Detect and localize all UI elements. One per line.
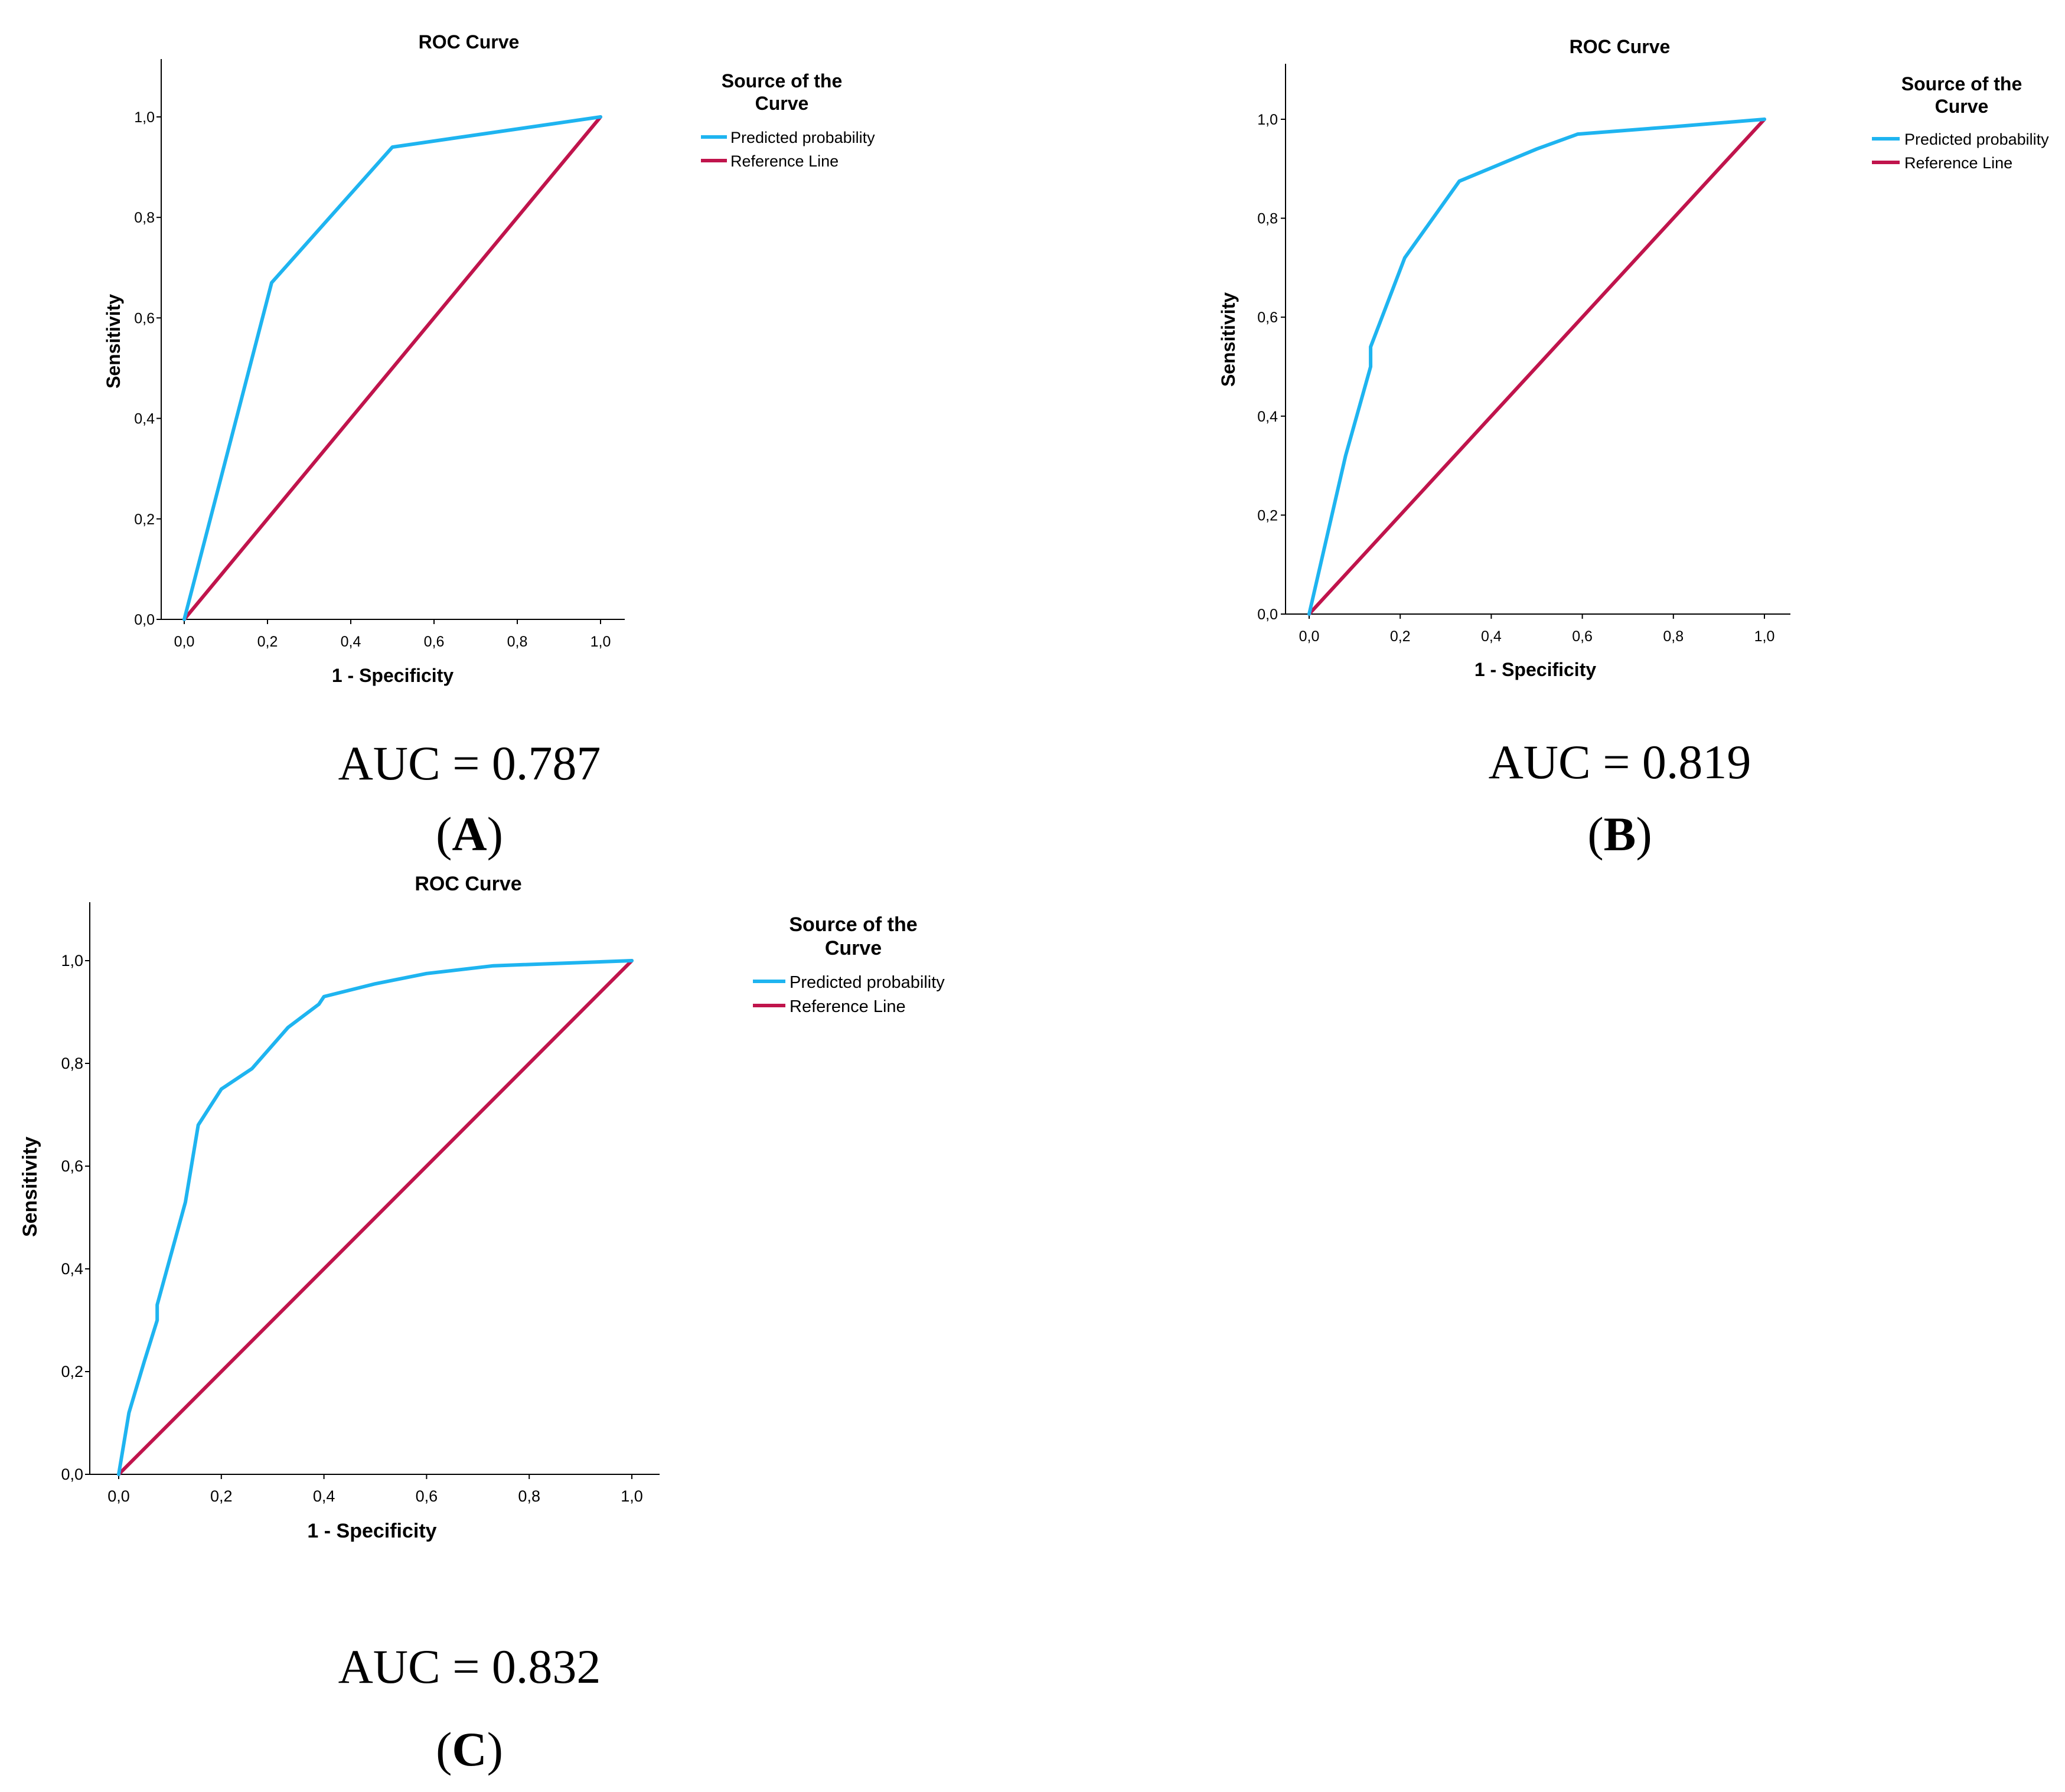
- y-tick-label: 0,0: [1257, 606, 1278, 623]
- series-line-predicted-probability: [182, 115, 602, 621]
- series-line-reference: [182, 115, 602, 621]
- y-tick-label: 1,0: [134, 109, 155, 126]
- roc-panel-b: ROC Curve 0,0 0,2 0,4 0,6 0,8 1,0 0,0 0,2 0,4 0,6…: [1218, 36, 2049, 861]
- y-tick-label: 0,2: [134, 511, 155, 528]
- panel-label: (A): [436, 807, 503, 861]
- legend-label-reference: Reference Line: [730, 152, 839, 170]
- y-tick-label: 0,2: [61, 1363, 83, 1380]
- y-tick-label: 0,4: [61, 1260, 83, 1278]
- x-tick-label: 0,4: [313, 1487, 335, 1505]
- y-tick-label: 0,8: [134, 210, 155, 226]
- x-tick-label: 0,6: [416, 1487, 438, 1505]
- legend-label-reference: Reference Line: [790, 997, 906, 1016]
- x-tick-label: 0,6: [424, 634, 445, 650]
- panel-letter: A: [452, 807, 487, 861]
- legend: Source of the Curve Predicted probabilit…: [1872, 73, 2049, 172]
- y-axis-label: Sensitivity: [103, 294, 124, 389]
- series-line-reference: [1307, 117, 1766, 616]
- auc-value: AUC = 0.819: [1489, 735, 1751, 789]
- plot-area: 0,0 0,2 0,4 0,6 0,8 1,0 0,0 0,2 0,4 0,6 0,8 1,0: [134, 59, 625, 650]
- y-tick-label: 0,8: [1257, 211, 1278, 227]
- panel-letter: C: [452, 1722, 487, 1776]
- legend-title-line2: Curve: [1935, 96, 1989, 117]
- legend-title-line1: Source of the: [1901, 73, 2022, 94]
- legend-title-line2: Curve: [825, 937, 882, 959]
- x-tick-label: 0,4: [341, 634, 361, 650]
- x-tick-label: 0,0: [174, 634, 195, 650]
- auc-value: AUC = 0.787: [338, 736, 601, 790]
- chart-title: ROC Curve: [1570, 36, 1671, 57]
- legend: Source of the Curve Predicted probabilit…: [753, 913, 945, 1016]
- x-tick-label: 0,0: [107, 1487, 130, 1505]
- x-tick-label: 0,6: [1572, 628, 1593, 645]
- x-tick-label: 1,0: [621, 1487, 643, 1505]
- x-axis-label: 1 - Specificity: [307, 1520, 436, 1542]
- y-tick-label: 1,0: [61, 952, 83, 970]
- x-tick-label: 0,8: [507, 634, 528, 650]
- y-tick-label: 0,6: [134, 310, 155, 327]
- x-tick-label: 0,4: [1481, 628, 1502, 645]
- roc-panel-a: ROC Curve 0,0 0,2 0,4 0,6 0,8 1,0 0,0 0,2 0,4 0,6…: [103, 31, 875, 861]
- series-line-predicted-probability: [117, 959, 634, 1476]
- series-line-reference: [117, 959, 634, 1476]
- y-tick-label: 0,6: [1257, 309, 1278, 326]
- series-line-predicted-probability: [1307, 117, 1766, 616]
- legend-label-predicted: Predicted probability: [790, 973, 945, 992]
- chart-title: ROC Curve: [415, 873, 521, 895]
- chart-title: ROC Curve: [419, 31, 520, 53]
- legend-label-predicted: Predicted probability: [1904, 130, 2049, 148]
- y-tick-label: 0,8: [61, 1055, 83, 1072]
- plot-area: 0,0 0,2 0,4 0,6 0,8 1,0 0,0 0,2 0,4 0,6 0,8 1,0: [61, 902, 660, 1505]
- auc-value: AUC = 0.832: [338, 1640, 601, 1693]
- legend-title-line2: Curve: [755, 93, 809, 114]
- legend-title-line1: Source of the: [789, 913, 917, 936]
- plot-area: 0,0 0,2 0,4 0,6 0,8 1,0 0,0 0,2 0,4 0,6 0,8 1,0: [1257, 64, 1790, 645]
- panel-label: (B): [1587, 807, 1652, 861]
- x-tick-label: 0,2: [257, 634, 278, 650]
- y-tick-label: 0,0: [134, 612, 155, 628]
- x-axis-label: 1 - Specificity: [1474, 659, 1597, 680]
- y-tick-label: 1,0: [1257, 112, 1278, 128]
- x-tick-label: 1,0: [1754, 628, 1775, 645]
- legend-label-reference: Reference Line: [1904, 154, 2012, 172]
- y-tick-label: 0,0: [61, 1465, 83, 1483]
- legend: Source of the Curve Predicted probabilit…: [701, 70, 875, 170]
- x-tick-label: 1,0: [591, 634, 611, 650]
- x-tick-label: 0,2: [210, 1487, 233, 1505]
- panel-label: (C): [436, 1722, 503, 1776]
- panel-letter: B: [1604, 807, 1636, 861]
- legend-title-line1: Source of the: [722, 70, 842, 92]
- x-tick-label: 0,0: [1299, 628, 1320, 645]
- legend-label-predicted: Predicted probability: [730, 129, 875, 146]
- y-tick-label: 0,4: [1257, 409, 1278, 425]
- roc-panel-c: ROC Curve 0,0 0,2 0,4 0,6 0,8 1,0 0,0 0,2 0,4 0,6…: [19, 873, 945, 1776]
- x-tick-label: 0,2: [1390, 628, 1411, 645]
- x-tick-label: 0,8: [1663, 628, 1684, 645]
- x-tick-label: 0,8: [518, 1487, 540, 1505]
- y-tick-label: 0,2: [1257, 507, 1278, 524]
- x-axis-label: 1 - Specificity: [332, 665, 454, 686]
- y-tick-label: 0,4: [134, 411, 155, 427]
- y-axis-label: Sensitivity: [19, 1137, 41, 1237]
- y-tick-label: 0,6: [61, 1157, 83, 1175]
- y-axis-label: Sensitivity: [1218, 292, 1239, 387]
